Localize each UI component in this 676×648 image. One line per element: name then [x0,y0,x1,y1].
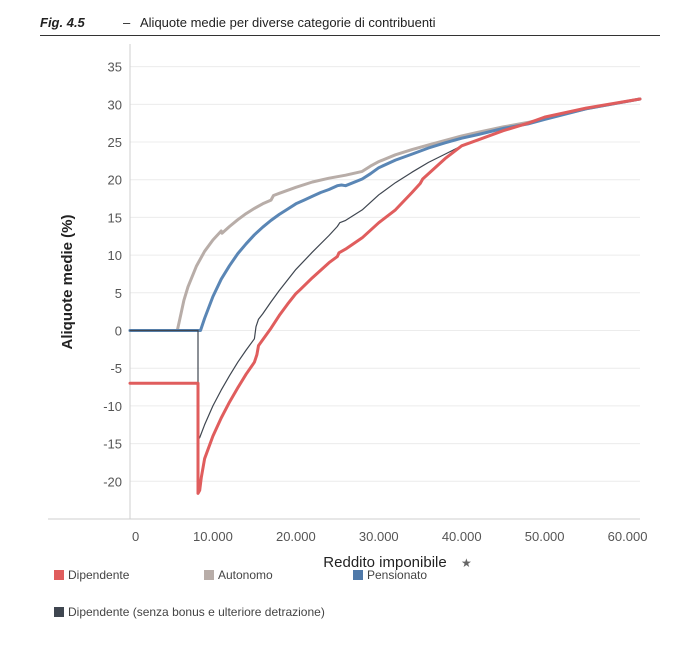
y-tick-label: 30 [108,97,122,112]
y-tick-label: -10 [103,399,122,414]
x-axis-title: Reddito imponibile [323,554,446,571]
legend-item: Dipendente (senza bonus e ulteriore detr… [54,605,325,619]
figure-label: Fig. 4.5 [40,15,85,30]
y-tick-label: 20 [108,173,122,188]
figure-title: Aliquote medie per diverse categorie di … [140,15,436,30]
legend-label: Dipendente (senza bonus e ulteriore detr… [68,605,325,619]
series-line-dipendente [128,97,642,495]
x-tick-label: 40.000 [442,529,482,544]
x-tick-label: 60.000 [608,529,648,544]
legend-item: Pensionato [353,568,427,582]
legend-swatch [54,570,64,580]
y-tick-label: 5 [115,286,122,301]
y-tick-label: 35 [108,60,122,75]
legend-swatch [353,570,363,580]
legend-label: Autonomo [218,568,273,582]
legend-row-2: Dipendente (senza bonus e ulteriore detr… [54,605,654,621]
legend-item: Autonomo [204,568,273,582]
legend-swatch [204,570,214,580]
pin-icon: ★ [461,556,472,570]
series-line-dipendente-senza-bonus-e-ulteriore-detrazione [129,98,641,441]
series-line-autonomo [128,97,642,332]
y-tick-label: -5 [110,361,122,376]
legend-label: Dipendente [68,568,130,582]
axis-layer [48,44,640,520]
y-tick-label: 25 [108,135,122,150]
series-line-pensionato [128,97,642,332]
x-tick-label: 0 [132,529,139,544]
y-tick-label: -15 [103,437,122,452]
legend-row-1: Dipendente Autonomo Pensionato [54,568,654,584]
legend-swatch [54,607,64,617]
figure-header: Fig. 4.5 – Aliquote medie per diverse ca… [40,9,660,36]
series-layer [128,97,642,495]
y-tick-label: 0 [115,324,122,339]
y-tick-label: 10 [108,248,122,263]
x-tick-label: 20.000 [276,529,316,544]
y-tick-label: 15 [108,210,122,225]
x-tick-label: 50.000 [525,529,565,544]
x-tick-label: 30.000 [359,529,399,544]
figure-dash: – [123,15,131,30]
legend-item: Dipendente [54,568,129,582]
label-layer: 35 30 25 20 15 10 5 0 -5 -10 -15 -20 0 10.000 20.000 30… [59,60,647,571]
y-axis-title: Aliquote medie (%) [59,214,76,349]
legend-label: Pensionato [367,568,428,582]
x-tick-label: 10.000 [193,529,233,544]
y-tick-label: -20 [103,474,122,489]
